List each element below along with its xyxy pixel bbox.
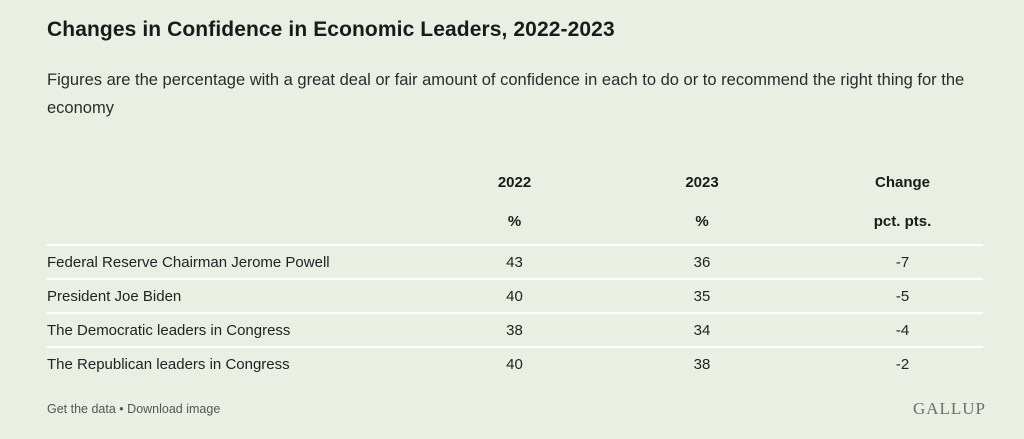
cell-change: -4 bbox=[895, 321, 910, 339]
data-table: 2022 2023 Change % % pct. pts. Federal R… bbox=[47, 164, 983, 381]
cell-change: -5 bbox=[895, 287, 910, 305]
cell-2023: 38 bbox=[693, 356, 711, 373]
table-row: President Joe Biden 40 35 -5 bbox=[47, 279, 983, 313]
header-blank bbox=[47, 164, 447, 200]
row-label: President Joe Biden bbox=[47, 287, 182, 305]
row-label: Federal Reserve Chairman Jerome Powell bbox=[47, 253, 330, 271]
unit-change: pct. pts. bbox=[873, 212, 932, 230]
cell-change: -7 bbox=[895, 253, 910, 271]
table-row: The Democratic leaders in Congress 38 34… bbox=[47, 313, 983, 347]
unit-blank bbox=[47, 200, 447, 245]
cell-2023: 34 bbox=[693, 321, 711, 339]
unit-2022: % bbox=[507, 212, 522, 230]
cell-2022: 38 bbox=[506, 321, 523, 339]
gallup-logo: GALLUP bbox=[912, 399, 986, 418]
row-label: The Democratic leaders in Congress bbox=[47, 321, 291, 339]
chart-subtitle: Figures are the percentage with a great … bbox=[47, 71, 965, 117]
table-row: Federal Reserve Chairman Jerome Powell 4… bbox=[47, 245, 983, 279]
header-2022: 2022 bbox=[497, 173, 532, 191]
footer-links: Get the data • Download image bbox=[47, 402, 220, 416]
cell-2023: 35 bbox=[693, 287, 711, 305]
header-change: Change bbox=[874, 173, 930, 191]
unit-2023: % bbox=[695, 212, 709, 230]
cell-change: -2 bbox=[895, 356, 910, 373]
cell-2022: 40 bbox=[506, 287, 523, 305]
header-2023: 2023 bbox=[685, 173, 719, 191]
row-label: The Republican leaders in Congress bbox=[47, 356, 290, 373]
footer-separator: • bbox=[119, 402, 124, 416]
cell-2023: 36 bbox=[693, 253, 711, 271]
cell-2022: 43 bbox=[506, 253, 523, 271]
table-row: The Republican leaders in Congress 40 38… bbox=[47, 347, 983, 381]
download-image-link[interactable]: Download image bbox=[127, 402, 221, 416]
chart-title: Changes in Confidence in Economic Leader… bbox=[47, 18, 615, 41]
cell-2022: 40 bbox=[506, 356, 523, 373]
get-data-link[interactable]: Get the data bbox=[47, 402, 116, 416]
